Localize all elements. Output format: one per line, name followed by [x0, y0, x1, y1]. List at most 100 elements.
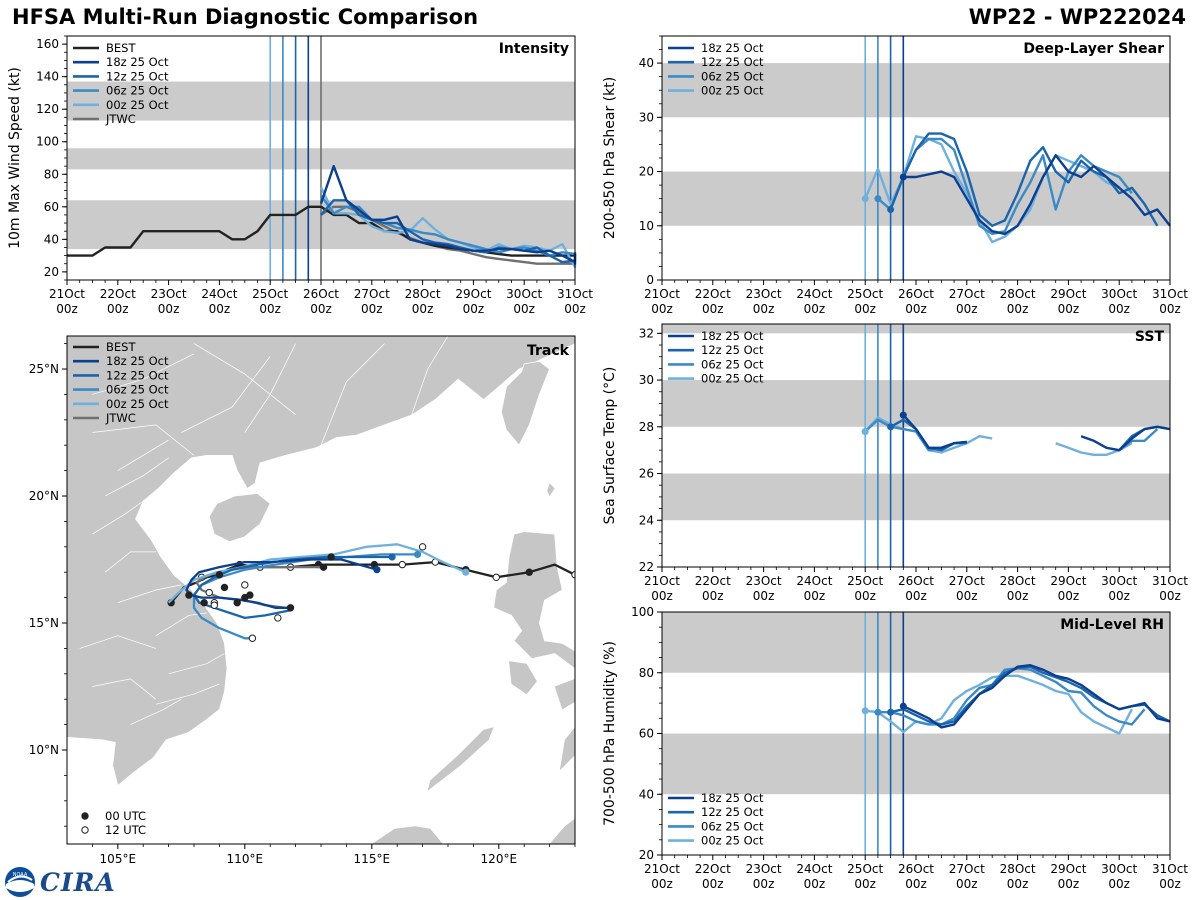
track-00utc-marker — [286, 604, 295, 612]
track-marker-legend-label: 12 UTC — [105, 823, 146, 837]
rh-band-0 — [662, 733, 1170, 795]
intensity-legend-label: BEST — [106, 41, 136, 55]
shear-series-12z-25-oct-line — [889, 132, 1159, 228]
rh-init-point-00z-25-oct — [861, 707, 869, 715]
sst-xtick-sublabel: 00z — [804, 589, 826, 603]
track-00utc-marker — [185, 591, 193, 599]
sst-ytick-label: 26 — [639, 467, 654, 481]
panel-track: 105°E 110°E 115°E 120°E 10°N 15°N 20°N 25°N Trac… — [29, 335, 576, 866]
sst-panel-title: SST — [1135, 329, 1165, 345]
rh-xtick-label: 22Oct — [695, 862, 731, 876]
shear-ylabel: 200-850 hPa Shear (kt) — [602, 77, 618, 239]
province-border — [155, 683, 220, 705]
shear-legend-label: 12z 25 Oct — [701, 55, 764, 69]
track-ytick-label: 25°N — [29, 362, 59, 376]
shear-xtick-sublabel: 00z — [1108, 302, 1130, 316]
rh-panel-title: Mid-Level RH — [1060, 617, 1164, 633]
rh-xtick-label: 23Oct — [746, 862, 782, 876]
rh-ytick-label: 20 — [639, 848, 654, 862]
province-border — [181, 356, 271, 433]
province-border — [92, 353, 195, 395]
intensity-panel-title: Intensity — [499, 41, 569, 57]
palawan-island — [427, 727, 494, 791]
figure-title: HFSA Multi-Run Diagnostic Comparison — [12, 5, 479, 29]
shear-xtick-sublabel: 00z — [702, 302, 724, 316]
province-border — [104, 457, 169, 497]
mindanao-coast — [549, 818, 575, 844]
track-00utc-marker — [200, 599, 208, 607]
province-border — [104, 551, 156, 573]
track-12utc-marker — [398, 560, 406, 569]
intensity-ytick-label: 160 — [36, 37, 59, 51]
track-xtick-label: 115°E — [354, 852, 391, 866]
rh-xtick-label: 25Oct — [847, 862, 883, 876]
luzon-island — [493, 531, 575, 670]
rh-xtick-sublabel: 00z — [905, 877, 927, 891]
track-12z-25-oct-start — [388, 553, 396, 561]
sst-legend-label: 00z 25 Oct — [701, 372, 764, 386]
track-legend-label: JTWC — [105, 411, 136, 425]
track-legend-label: BEST — [106, 340, 136, 354]
shear-legend-label: 00z 25 Oct — [701, 84, 764, 98]
track-12utc-marker — [210, 601, 219, 609]
sst-xtick-sublabel: 00z — [702, 589, 724, 603]
sst-init-point-00z-25-oct — [861, 427, 869, 435]
intensity-xtick-label: 30Oct — [506, 287, 542, 301]
shear-series-00z-25-oct-line — [864, 135, 1120, 244]
intensity-xtick-sublabel: 00z — [259, 302, 281, 316]
noaa-seal-text: NOAA — [13, 872, 28, 878]
track-map-background — [67, 336, 575, 844]
province-border — [130, 698, 182, 725]
intensity-legend-label: 00z 25 Oct — [106, 98, 169, 112]
track-xtick-label: 105°E — [100, 852, 137, 866]
track-12utc-marker — [274, 614, 282, 622]
sst-ytick-label: 28 — [639, 420, 654, 434]
rh-ytick-label: 80 — [639, 666, 654, 680]
province-border — [320, 343, 385, 446]
track-00utc-marker — [246, 591, 254, 599]
province-border — [92, 678, 157, 700]
sst-xtick-label: 24Oct — [796, 574, 832, 588]
rh-xtick-label: 30Oct — [1101, 862, 1137, 876]
track-12utc-marker — [241, 581, 249, 589]
shear-xtick-label: 21Oct — [644, 287, 680, 301]
shear-band-1 — [662, 63, 1170, 118]
intensity-xtick-label: 29Oct — [455, 287, 491, 301]
intensity-xtick-label: 26Oct — [303, 287, 339, 301]
shear-xtick-sublabel: 00z — [854, 302, 876, 316]
sst-xtick-sublabel: 00z — [854, 589, 876, 603]
intensity-series-best-line — [67, 205, 575, 257]
track-legend-label: 06z 25 Oct — [106, 383, 169, 397]
intensity-ytick-label: 60 — [44, 200, 59, 214]
rh-xtick-label: 24Oct — [796, 862, 832, 876]
shear-ytick-label: 20 — [639, 165, 654, 179]
shear-init-point-12z-25-oct — [887, 206, 895, 214]
sst-ytick-label: 22 — [639, 560, 654, 574]
intensity-xtick-sublabel: 00z — [158, 302, 180, 316]
track-18z-25-oct-line — [185, 558, 378, 609]
mindoro-island — [509, 661, 537, 695]
track-12z-25-oct-line — [192, 555, 393, 620]
rh-xtick-label: 27Oct — [949, 862, 985, 876]
negros-island — [559, 727, 575, 771]
sst-ytick-label: 24 — [639, 513, 654, 527]
intensity-xtick-sublabel: 00z — [463, 302, 485, 316]
rh-ytick-label: 60 — [639, 727, 654, 741]
track-ytick-label: 15°N — [29, 616, 59, 630]
intensity-ytick-label: 120 — [36, 102, 59, 116]
intensity-xtick-label: 27Oct — [354, 287, 390, 301]
sst-xtick-sublabel: 00z — [1058, 589, 1080, 603]
shear-ytick-label: 0 — [646, 273, 654, 287]
province-border — [155, 612, 207, 636]
shear-xtick-label: 23Oct — [746, 287, 782, 301]
sst-band-0 — [662, 473, 1170, 521]
intensity-xtick-label: 22Oct — [100, 287, 136, 301]
track-xtick-label: 110°E — [227, 852, 264, 866]
panel-sst: 22242628303221Oct00z22Oct00z23Oct00z24Oc… — [602, 323, 1188, 603]
rh-xtick-sublabel: 00z — [753, 877, 775, 891]
panel-rh: 2040608010021Oct00z22Oct00z23Oct00z24Oct… — [602, 605, 1188, 891]
intensity-xtick-sublabel: 00z — [209, 302, 231, 316]
track-00utc-marker — [327, 553, 335, 561]
track-18z-25-oct-start — [373, 566, 381, 574]
